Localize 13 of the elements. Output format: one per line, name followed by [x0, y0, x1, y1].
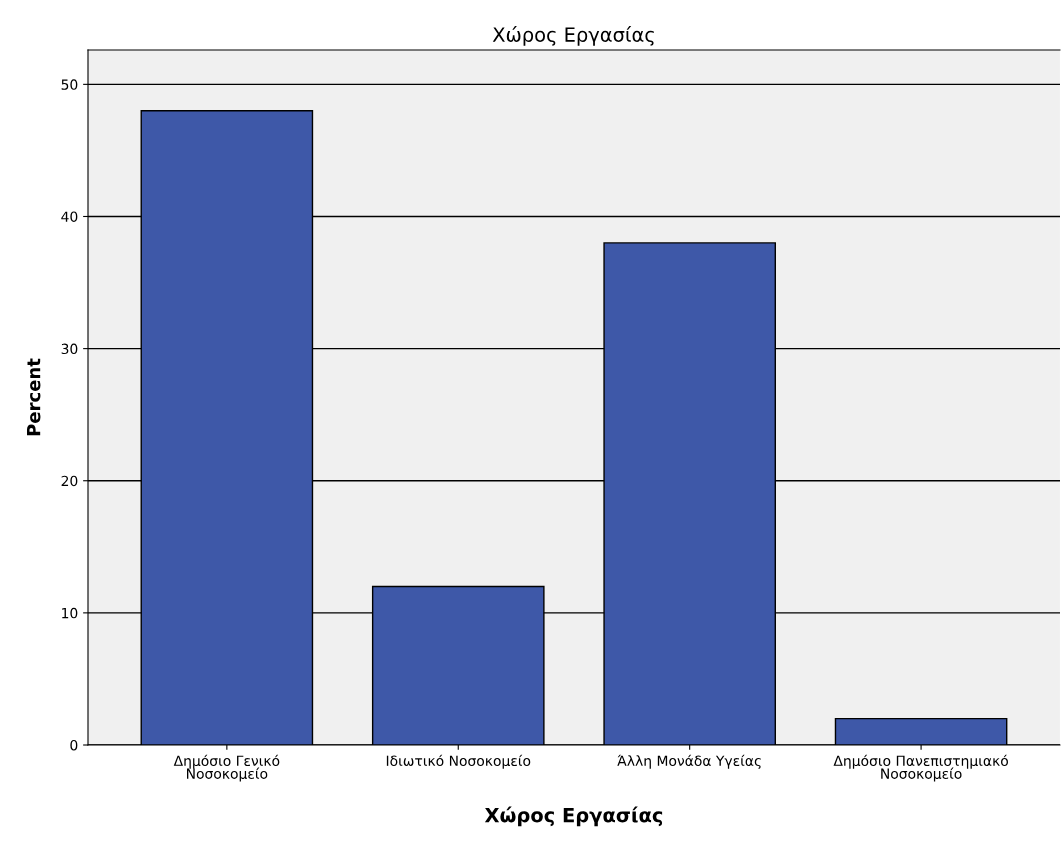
y-tick-label: 0 [70, 739, 78, 751]
y-tick-label: 40 [61, 211, 78, 222]
x-tick-label: Ιδιωτικό Νοσοκομείο [386, 754, 531, 769]
chart-title: Χώρος Εργασίας [492, 26, 654, 46]
y-tick-label: 50 [61, 79, 78, 90]
y-tick-label: 10 [62, 607, 78, 619]
x-tick-label: Δημόσιο Γενικό Νοσοκομείο [173, 754, 280, 782]
y-axis-title: Percent [27, 358, 41, 436]
x-tick-label: Δημόσιο Πανεπιστημιακό Νοσοκομείο [833, 754, 1008, 782]
y-tick-label: 20 [61, 475, 78, 487]
x-axis-title: Χώρος Εργασίας [484, 806, 663, 827]
y-tick-label: 30 [61, 343, 78, 355]
x-tick-label: Άλλη Μονάδα Υγείας [617, 754, 761, 769]
